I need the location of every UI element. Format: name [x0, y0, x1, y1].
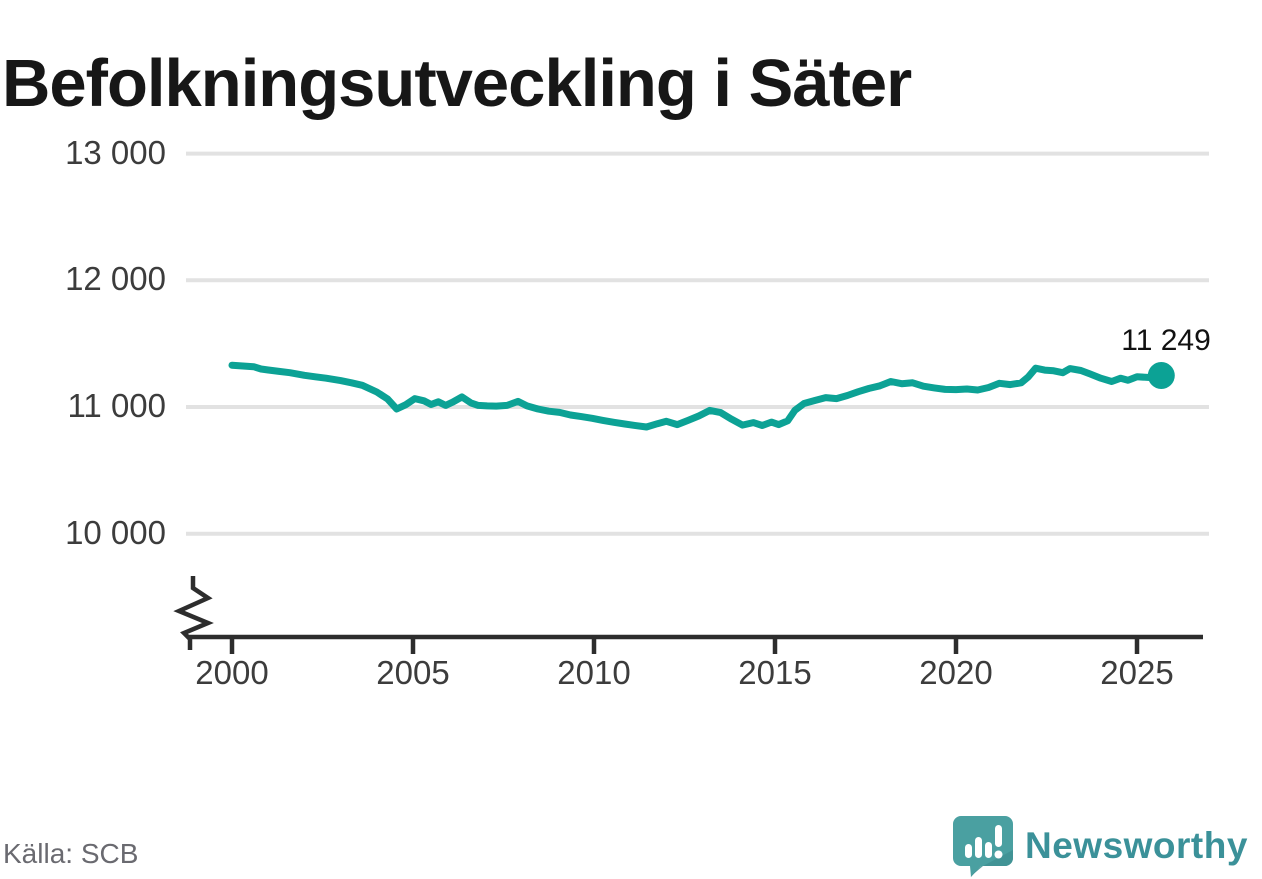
x-tick-label: 2020: [919, 654, 993, 691]
y-tick-label: 10 000: [65, 513, 166, 551]
chart-line: [228, 361, 1175, 431]
axis-break-icon: [173, 576, 214, 650]
y-tick-label: 12 000: [65, 260, 166, 298]
x-axis: [173, 576, 1203, 654]
newsworthy-wordmark: Newsworthy: [1025, 825, 1248, 866]
population-line-chart: [173, 151, 1209, 654]
x-tick-label: 2000: [195, 654, 269, 691]
y-tick-label: 11 000: [67, 387, 166, 424]
end-value-label: 11 249: [1121, 324, 1211, 357]
x-tick-label: 2015: [738, 654, 812, 691]
gridlines: [186, 151, 1209, 536]
y-tick-label: 13 000: [65, 133, 166, 171]
x-tick-label: 2005: [376, 654, 450, 691]
source-caption: Källa: SCB: [3, 838, 139, 869]
chart-end-dot: [1147, 362, 1175, 389]
newsworthy-logo: Newsworthy: [953, 814, 1248, 878]
newsworthy-logo-icon: [953, 816, 1013, 877]
x-tick-label: 2010: [557, 654, 631, 691]
population-series-line: [228, 361, 1165, 431]
page-title: Befolkningsutveckling i Säter: [2, 45, 912, 121]
x-tick-label: 2025: [1100, 654, 1174, 691]
